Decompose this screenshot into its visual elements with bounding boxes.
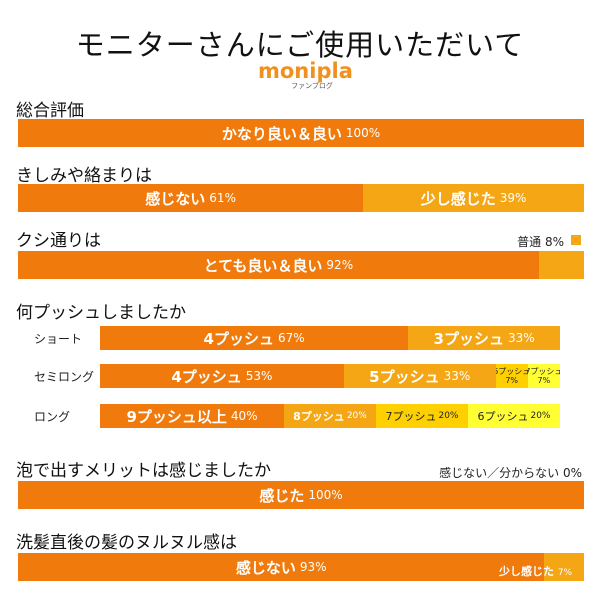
row-label-semilong: セミロング xyxy=(34,370,95,384)
segment-label: かなり良い＆良い xyxy=(221,124,342,143)
segment-long-7push: 7プッシュ 20% xyxy=(376,404,468,428)
segment-label: 8プッシュ xyxy=(293,410,345,423)
segment-percent: 61% xyxy=(209,191,236,205)
segment-percent: 20% xyxy=(438,411,459,421)
segment-label: 3プッシュ xyxy=(433,329,504,348)
segment-percent: 7% xyxy=(505,376,519,385)
segment-label: 4プッシュ xyxy=(171,367,242,386)
logo-wordmark: monipla xyxy=(258,59,353,83)
bar-overall-rating: かなり良い＆良い 100% xyxy=(18,119,584,147)
segment-label: 9プッシュ以上 xyxy=(126,407,227,426)
segment-label: 感じた xyxy=(259,486,305,505)
legend-normal-swatch xyxy=(571,235,581,245)
segment-percent: 7% xyxy=(557,568,573,578)
segment-percent: 40% xyxy=(230,409,258,423)
segment-semilong-6push: 6プッシュ 7% xyxy=(495,364,528,388)
page-title: モニターさんにご使用いただいて xyxy=(75,28,525,62)
row-label-long: ロング xyxy=(34,410,71,424)
logo-subtitle: ファンブログ xyxy=(291,82,333,90)
segment-label: 感じない xyxy=(235,558,296,577)
bar-tangling: 感じない 61% 少し感じた 39% xyxy=(18,184,584,212)
row-label-short: ショート xyxy=(34,332,83,346)
bar-slimy-feel: 感じない 93% xyxy=(18,553,584,581)
question-combing: クシ通りは xyxy=(16,231,101,251)
bar-foam-merit: 感じた 100% xyxy=(18,481,584,509)
legend-normal-percent: 8% xyxy=(544,235,564,249)
segment-long-9push: 9プッシュ以上 40% xyxy=(100,404,284,428)
segment-label: 少し感じた xyxy=(499,565,554,578)
segment-label: 少し感じた xyxy=(420,189,496,208)
segment-long-6push: 6プッシュ 20% xyxy=(468,404,560,428)
note-foam-other-percent: 0% xyxy=(562,466,582,480)
segment-percent: 53% xyxy=(245,369,273,383)
legend-normal: 普通 8% xyxy=(517,233,564,250)
segment-percent: 20% xyxy=(530,411,551,421)
segment-percent: 33% xyxy=(507,331,535,345)
segment-percent: 100% xyxy=(345,126,381,140)
note-foam-other: 感じない／分からない 0% xyxy=(439,464,582,481)
segment-percent: 67% xyxy=(277,331,305,345)
question-tangling: きしみや絡まりは xyxy=(16,166,152,186)
segment-label: 7プッシュ xyxy=(385,410,437,423)
bar-pushes-short: 4プッシュ 67% 3プッシュ 33% xyxy=(100,326,560,350)
segment-slimy-slight xyxy=(544,553,584,581)
question-overall-rating: 総合評価 xyxy=(16,101,84,121)
segment-percent: 33% xyxy=(443,369,471,383)
segment-long-8push: 8プッシュ 20% xyxy=(284,404,376,428)
bar-combing: とても良い＆良い 92% xyxy=(18,251,584,279)
segment-percent: 7% xyxy=(537,376,551,385)
note-foam-other-label: 感じない／分からない xyxy=(439,466,560,480)
segment-percent: 39% xyxy=(499,191,527,205)
segment-foam-felt: 感じた 100% xyxy=(18,481,584,509)
segment-percent: 20% xyxy=(346,411,367,421)
segment-label: とても良い＆良い xyxy=(203,256,323,275)
segment-percent: 100% xyxy=(308,488,343,502)
segment-tangling-slight: 少し感じた 39% xyxy=(363,184,584,212)
segment-combing-normal xyxy=(538,251,584,279)
segment-overall-good: かなり良い＆良い 100% xyxy=(18,119,584,147)
legend-normal-label: 普通 xyxy=(517,235,542,249)
question-pushes: 何プッシュしましたか xyxy=(16,303,186,323)
question-slimy-feel: 洗髪直後の髪のヌルヌル感は xyxy=(16,533,237,553)
segment-semilong-7push: 7プッシュ 7% xyxy=(527,364,560,388)
segment-label: 4プッシュ xyxy=(203,329,274,348)
segment-label: 6プッシュ xyxy=(477,410,529,423)
label-slimy-slight: 少し感じた 7% xyxy=(499,563,572,579)
bar-pushes-long: 9プッシュ以上 40% 8プッシュ 20% 7プッシュ 20% 6プッシュ 20… xyxy=(100,404,560,428)
segment-percent: 93% xyxy=(299,560,327,574)
segment-semilong-5push: 5プッシュ 33% xyxy=(343,364,496,388)
bar-pushes-semilong: 4プッシュ 53% 5プッシュ 33% 6プッシュ 7% 7プッシュ 7% xyxy=(100,364,560,388)
segment-label: 6プッシュ xyxy=(495,367,528,376)
segment-semilong-4push: 4プッシュ 53% xyxy=(100,364,344,388)
segment-short-3push: 3プッシュ 33% xyxy=(408,326,560,350)
segment-combing-good: とても良い＆良い 92% xyxy=(18,251,539,279)
segment-tangling-none: 感じない 61% xyxy=(18,184,364,212)
question-foam-merit: 泡で出すメリットは感じましたか xyxy=(16,461,271,481)
segment-label: 感じない xyxy=(145,189,206,208)
segment-short-4push: 4プッシュ 67% xyxy=(100,326,409,350)
segment-slimy-none: 感じない 93% xyxy=(18,553,545,581)
segment-label: 5プッシュ xyxy=(369,367,440,386)
segment-label: 7プッシュ xyxy=(527,367,560,376)
segment-percent: 92% xyxy=(326,258,354,272)
monipla-logo: monipla ファンブログ xyxy=(258,59,353,90)
